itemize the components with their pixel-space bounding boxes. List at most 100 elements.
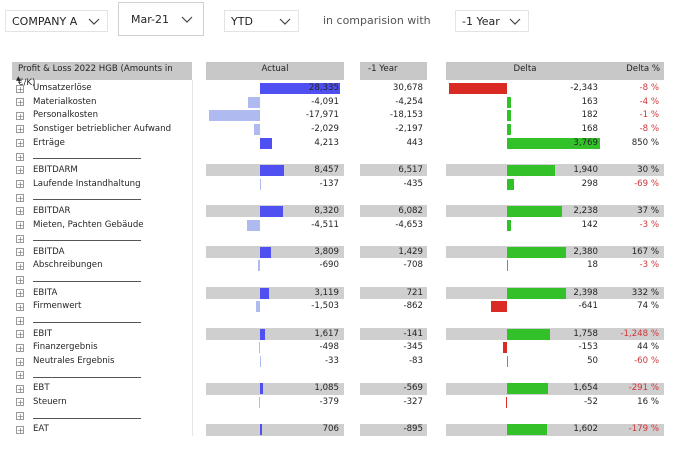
actual-bar bbox=[260, 383, 264, 395]
delta-pct-value: 332 % bbox=[631, 287, 659, 298]
header-cell[interactable]: Actual bbox=[206, 62, 344, 80]
row-label: EBT bbox=[33, 383, 50, 394]
delta-bar bbox=[507, 96, 512, 108]
row-label: EAT bbox=[33, 424, 49, 435]
actual-bar bbox=[254, 123, 260, 135]
expand-button[interactable]: + bbox=[16, 261, 24, 271]
expand-button[interactable]: + bbox=[16, 371, 24, 381]
expand-button[interactable]: + bbox=[16, 193, 24, 203]
delta-pct-value: 44 % bbox=[637, 342, 659, 353]
expand-button[interactable]: + bbox=[16, 125, 24, 135]
row-label: Materialkosten bbox=[33, 96, 97, 107]
expand-button[interactable]: + bbox=[16, 180, 24, 190]
expand-button[interactable]: + bbox=[16, 302, 24, 312]
actual-value: 1,085 bbox=[314, 383, 339, 394]
actual-bar bbox=[260, 246, 271, 258]
delta-value: 1,758 bbox=[573, 328, 598, 339]
expand-button[interactable]: + bbox=[16, 111, 24, 121]
expand-button[interactable]: + bbox=[16, 425, 24, 435]
header-text: Profit & Loss 2022 HGB (Amounts in €/K) bbox=[18, 64, 173, 88]
expand-button[interactable]: + bbox=[16, 207, 24, 217]
expand-button[interactable]: + bbox=[16, 398, 24, 408]
expand-button[interactable]: + bbox=[16, 84, 24, 94]
delta-value: 18 bbox=[587, 260, 598, 271]
expand-button[interactable]: + bbox=[16, 152, 24, 162]
row-label: Laufende Instandhaltung bbox=[33, 178, 141, 189]
expand-button[interactable]: + bbox=[16, 248, 24, 258]
actual-value: -1,503 bbox=[311, 301, 339, 312]
expand-button[interactable]: + bbox=[16, 139, 24, 149]
row-highlight bbox=[604, 328, 664, 341]
delta-bar bbox=[507, 246, 566, 258]
delta-pct-value: -8 % bbox=[639, 83, 659, 93]
delta-value: 50 bbox=[587, 356, 598, 366]
actual-value: -4,511 bbox=[311, 219, 339, 230]
delta-bar bbox=[507, 383, 548, 395]
expand-button[interactable]: + bbox=[16, 275, 24, 285]
row-label: EBITDARM bbox=[33, 164, 78, 175]
delta-bar bbox=[507, 356, 509, 367]
prior-value: -141 bbox=[403, 328, 423, 339]
expand-button[interactable]: + bbox=[16, 221, 24, 230]
comparison-filter[interactable]: -1 Year bbox=[455, 10, 529, 32]
prior-value: 1,429 bbox=[398, 246, 423, 257]
header-cell[interactable]: -1 Year bbox=[360, 62, 427, 80]
actual-value: 8,320 bbox=[314, 205, 339, 216]
delta-value: 298 bbox=[581, 178, 598, 189]
prior-value: 6,082 bbox=[398, 205, 423, 216]
delta-bar bbox=[507, 424, 547, 436]
prior-value: 721 bbox=[406, 287, 423, 298]
expand-button[interactable]: + bbox=[16, 357, 24, 367]
delta-value: 3,769 bbox=[573, 137, 598, 148]
delta-bar bbox=[507, 164, 555, 176]
expand-button[interactable]: + bbox=[16, 384, 24, 394]
period-filter[interactable]: Mar-21 bbox=[118, 2, 204, 36]
row-label: EBITDAR bbox=[33, 205, 71, 216]
prior-value: -18,153 bbox=[389, 110, 423, 121]
header-cell[interactable]: Profit & Loss 2022 HGB (Amounts in €/K) ▲ bbox=[12, 62, 192, 88]
delta-pct-value: -69 % bbox=[634, 178, 659, 189]
actual-value: 4,213 bbox=[314, 137, 339, 148]
row-highlight bbox=[206, 287, 344, 300]
actual-bar bbox=[258, 260, 260, 272]
header-cell[interactable]: Delta % bbox=[604, 62, 664, 80]
expand-button[interactable]: + bbox=[16, 316, 24, 326]
delta-pct-value: -179 % bbox=[628, 424, 659, 435]
delta-pct-value: 16 % bbox=[637, 396, 659, 407]
filter-value: Mar-21 bbox=[131, 13, 170, 26]
row-highlight bbox=[360, 287, 427, 300]
expand-button[interactable]: + bbox=[16, 234, 24, 244]
expand-button[interactable]: + bbox=[16, 330, 24, 340]
delta-value: -153 bbox=[578, 342, 598, 353]
row-label: Steuern bbox=[33, 396, 67, 407]
delta-value: -641 bbox=[578, 301, 598, 312]
actual-bar bbox=[260, 137, 272, 149]
expand-button[interactable]: + bbox=[16, 98, 24, 108]
range-filter[interactable]: YTD bbox=[224, 10, 299, 32]
prior-value: -435 bbox=[403, 178, 423, 189]
actual-value: 3,119 bbox=[314, 287, 339, 298]
company-filter[interactable]: COMPANY A bbox=[5, 10, 108, 32]
chevron bbox=[88, 18, 100, 25]
delta-value: 182 bbox=[581, 110, 598, 121]
prior-value: 443 bbox=[406, 137, 423, 148]
row-label: Mieten, Pachten Gebäude bbox=[33, 219, 144, 230]
row-highlight bbox=[360, 205, 427, 218]
expand-button[interactable]: + bbox=[16, 412, 24, 422]
delta-pct-value: 74 % bbox=[637, 301, 659, 312]
header-cell[interactable]: Delta bbox=[446, 62, 604, 80]
prior-value: 6,517 bbox=[398, 164, 423, 175]
chevron bbox=[181, 16, 193, 23]
actual-bar bbox=[258, 396, 260, 408]
delta-bar bbox=[505, 396, 507, 408]
delta-value: -2,343 bbox=[570, 83, 598, 93]
expand-button[interactable]: + bbox=[16, 343, 24, 353]
actual-value: -2,029 bbox=[311, 123, 339, 134]
actual-bar bbox=[260, 328, 265, 340]
separator-line bbox=[33, 281, 141, 283]
row-label: Personalkosten bbox=[33, 110, 99, 121]
expand-button[interactable]: + bbox=[16, 166, 24, 176]
row-highlight bbox=[604, 423, 664, 436]
expand-button[interactable]: + bbox=[16, 289, 24, 299]
